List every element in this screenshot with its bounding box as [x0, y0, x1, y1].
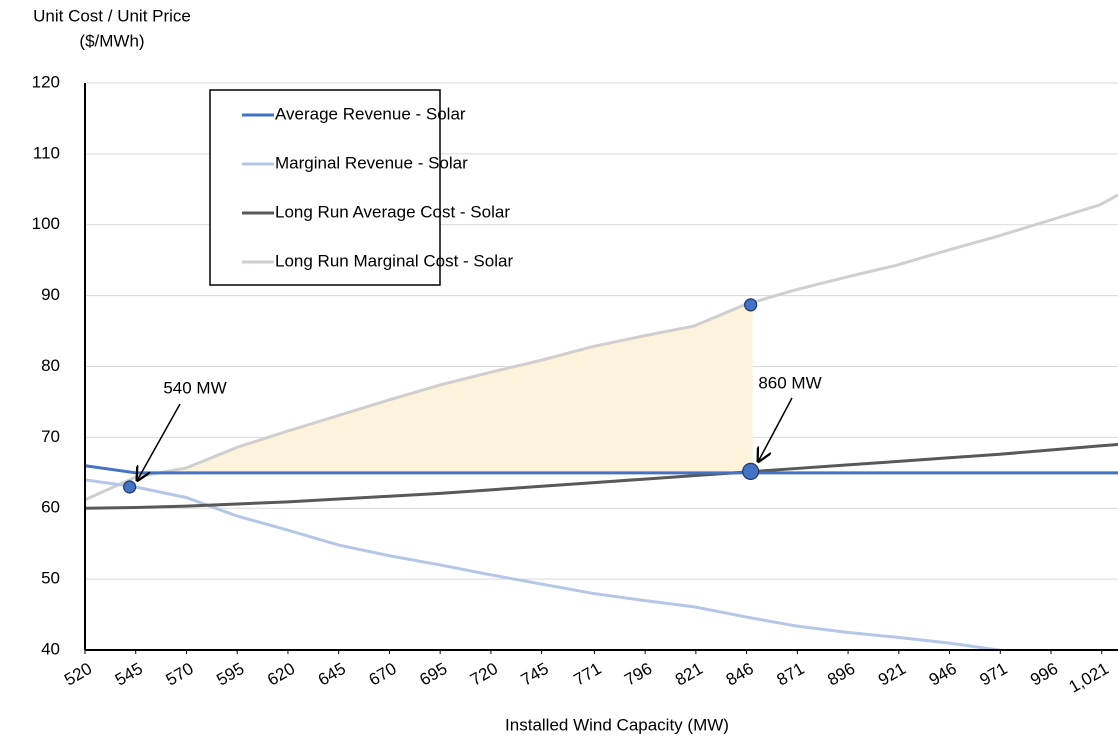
y-tick-label: 50 [41, 569, 60, 588]
x-tick-label: 520 [61, 659, 95, 690]
point [742, 462, 760, 480]
y-tick-label: 100 [32, 214, 60, 233]
annotation: 860 MW [758, 373, 821, 392]
y-tick-label: 90 [41, 285, 60, 304]
x-tick-label: 946 [926, 659, 960, 690]
x-tick-label: 620 [264, 659, 298, 690]
x-tick-label: 745 [518, 659, 552, 690]
x-tick-label: 645 [315, 659, 349, 690]
x-tick-label: 670 [366, 659, 400, 690]
x-tick-label: 720 [467, 659, 501, 690]
x-tick-label: 1,021 [1066, 659, 1112, 697]
y-tick-label: 40 [41, 639, 60, 658]
x-tick-label: 871 [774, 659, 808, 690]
y-axis-title: Unit Cost / Unit Price [33, 6, 191, 25]
legend-label: Long Run Average Cost - Solar [275, 202, 510, 221]
points [123, 298, 760, 494]
x-tick-label: 695 [416, 659, 450, 690]
x-tick-label: 846 [723, 659, 757, 690]
x-tick-label: 771 [571, 659, 605, 690]
series-line [85, 442, 1118, 510]
y-tick-label: 60 [41, 498, 60, 517]
annotation: 540 MW [163, 378, 226, 397]
x-tick-label: 796 [621, 659, 655, 690]
highlight-layer [166, 302, 753, 473]
point [123, 480, 137, 494]
annotation-arrow [759, 397, 793, 460]
x-tick-label: 545 [112, 659, 146, 690]
annotation-arrow [138, 403, 181, 479]
legend-label: Long Run Marginal Cost - Solar [275, 251, 513, 270]
x-axis-title: Installed Wind Capacity (MW) [505, 715, 729, 734]
y-tick-label: 110 [33, 143, 60, 162]
y-tick-label: 120 [32, 72, 60, 91]
x-tick-label: 996 [1027, 659, 1061, 690]
x-tick-label: 971 [976, 659, 1010, 690]
series-line [85, 464, 1118, 475]
series-line [85, 193, 1118, 502]
highlight-area [166, 302, 753, 473]
legend-box [209, 89, 441, 286]
y-tick-label: 80 [41, 356, 60, 375]
x-tick-label: 921 [875, 659, 909, 690]
y-tick-label: 70 [41, 427, 60, 446]
series-line [85, 478, 1012, 650]
y-axis-title: ($/MWh) [79, 31, 144, 50]
x-tick-label: 595 [213, 659, 247, 690]
x-tick-label: 570 [163, 659, 197, 690]
x-tick-label: 821 [672, 659, 706, 690]
x-tick-label: 896 [824, 659, 858, 690]
legend: Average Revenue - Solar Marginal Revenue … [242, 104, 513, 270]
legend-label: Average Revenue - Solar [275, 104, 466, 123]
lines [85, 193, 1118, 650]
legend-label: Marginal Revenue - Solar [275, 153, 468, 172]
point [744, 298, 758, 312]
